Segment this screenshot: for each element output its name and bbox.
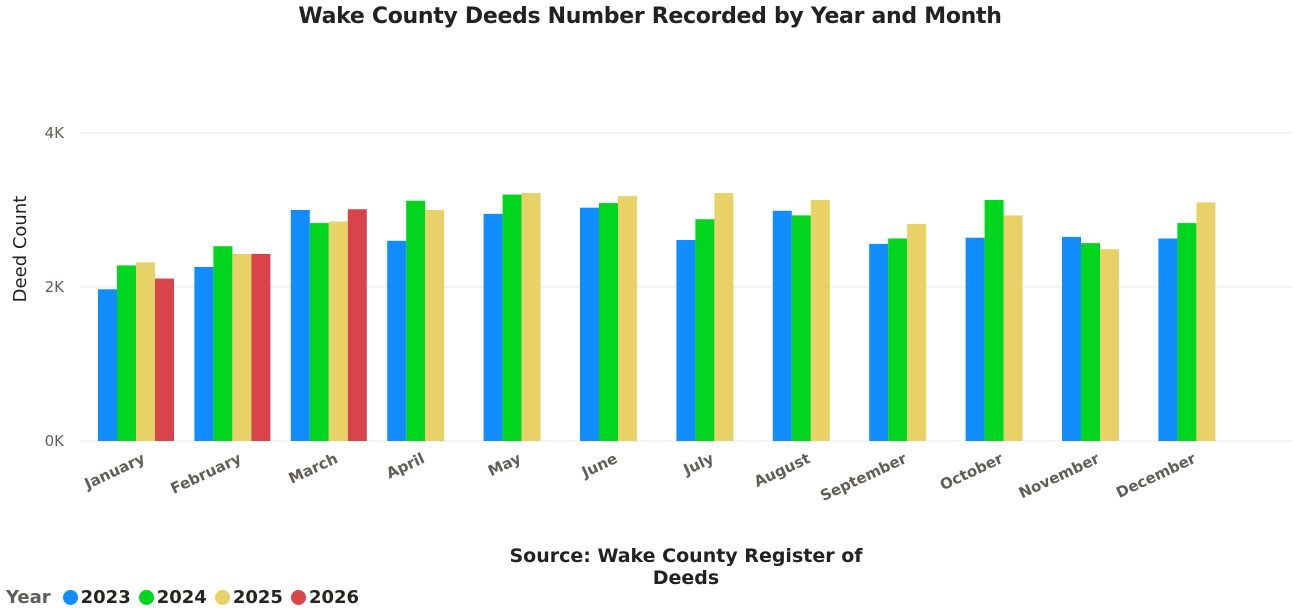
x-tick-label-june: June bbox=[578, 449, 620, 481]
legend-item-2023[interactable]: 2023 bbox=[62, 586, 131, 608]
legend-marker bbox=[62, 589, 78, 605]
bar-2025-february[interactable] bbox=[232, 253, 252, 441]
legend-label: 2026 bbox=[308, 586, 360, 608]
y-tick-label: 2K bbox=[45, 278, 66, 296]
bar-2024-february[interactable] bbox=[213, 246, 233, 441]
x-tick-label-april: April bbox=[384, 449, 428, 482]
bars bbox=[98, 193, 1216, 441]
y-tick-label: 0K bbox=[45, 432, 66, 450]
bar-2023-june[interactable] bbox=[580, 207, 599, 441]
legend-title: Year bbox=[6, 586, 51, 608]
bar-2024-september[interactable] bbox=[888, 238, 908, 441]
x-tick-label-august: August bbox=[751, 449, 813, 491]
bar-2026-january[interactable] bbox=[155, 278, 174, 441]
bar-2025-september[interactable] bbox=[907, 223, 927, 441]
bar-2025-march[interactable] bbox=[328, 221, 348, 441]
bar-2024-may[interactable] bbox=[502, 194, 522, 441]
legend-marker bbox=[290, 589, 306, 605]
legend-marker bbox=[138, 589, 154, 605]
x-tick-label-july: July bbox=[680, 449, 717, 479]
x-tick-label-may: May bbox=[485, 449, 524, 480]
x-tick-label-january: January bbox=[81, 449, 148, 493]
bar-2023-january[interactable] bbox=[98, 289, 117, 441]
x-tick-label-september: September bbox=[817, 449, 909, 505]
x-tick-label-february: February bbox=[168, 449, 245, 497]
source-label: Source: Wake County Register of Deeds bbox=[509, 545, 863, 589]
bar-2024-march[interactable] bbox=[309, 223, 329, 441]
bar-2025-may[interactable] bbox=[521, 193, 541, 441]
bar-2024-july[interactable] bbox=[695, 219, 715, 441]
x-tick-label-october: October bbox=[937, 449, 1006, 494]
x-tick-label-december: December bbox=[1113, 449, 1199, 502]
bar-2024-june[interactable] bbox=[599, 203, 618, 441]
legend-item-2024[interactable]: 2024 bbox=[138, 586, 207, 608]
x-tick-label-november: November bbox=[1016, 449, 1103, 502]
bar-2025-october[interactable] bbox=[1003, 215, 1023, 441]
bar-2025-august[interactable] bbox=[810, 199, 830, 441]
bar-2024-december[interactable] bbox=[1177, 223, 1197, 441]
bar-2023-may[interactable] bbox=[483, 213, 503, 441]
bar-2026-march[interactable] bbox=[347, 209, 367, 441]
bar-2025-july[interactable] bbox=[714, 193, 734, 441]
bar-2024-november[interactable] bbox=[1081, 243, 1100, 441]
bar-2023-september[interactable] bbox=[869, 243, 889, 441]
bar-2025-november[interactable] bbox=[1100, 249, 1119, 441]
chart-title: Wake County Deeds Number Recorded by Yea… bbox=[298, 4, 1002, 29]
bar-2023-august[interactable] bbox=[772, 210, 792, 441]
legend-label: 2025 bbox=[232, 586, 283, 608]
bar-2024-august[interactable] bbox=[791, 215, 811, 441]
bar-2025-june[interactable] bbox=[618, 196, 637, 441]
y-axis-title: Deed Count bbox=[10, 196, 31, 303]
bar-2023-december[interactable] bbox=[1158, 238, 1178, 441]
y-tick-label: 4K bbox=[45, 124, 66, 142]
bar-2026-february[interactable] bbox=[251, 253, 271, 441]
bar-2023-february[interactable] bbox=[194, 266, 214, 441]
legend-item-2026[interactable]: 2026 bbox=[290, 586, 360, 608]
bar-2023-july[interactable] bbox=[676, 240, 696, 441]
bar-2023-april[interactable] bbox=[387, 240, 407, 441]
legend-item-2025[interactable]: 2025 bbox=[214, 586, 283, 608]
bar-2024-october[interactable] bbox=[984, 199, 1004, 441]
legend: Year 2023 2024 2025 2026 bbox=[6, 584, 359, 610]
bar-2024-january[interactable] bbox=[117, 265, 136, 441]
y-axis-ticks: 0K 2K 4K bbox=[45, 124, 66, 450]
x-axis-labels: January February March April May June July Augu… bbox=[81, 449, 1199, 505]
bar-2024-april[interactable] bbox=[406, 200, 426, 441]
bar-2023-october[interactable] bbox=[965, 237, 985, 441]
legend-marker bbox=[214, 589, 230, 605]
bar-2025-april[interactable] bbox=[425, 210, 445, 441]
bar-2023-november[interactable] bbox=[1062, 236, 1081, 441]
bar-2025-january[interactable] bbox=[136, 262, 155, 441]
bar-2023-march[interactable] bbox=[290, 210, 310, 441]
bar-2025-december[interactable] bbox=[1196, 202, 1216, 441]
legend-label: 2023 bbox=[80, 586, 131, 608]
x-tick-label-march: March bbox=[286, 449, 341, 487]
legend-label: 2024 bbox=[156, 586, 207, 608]
